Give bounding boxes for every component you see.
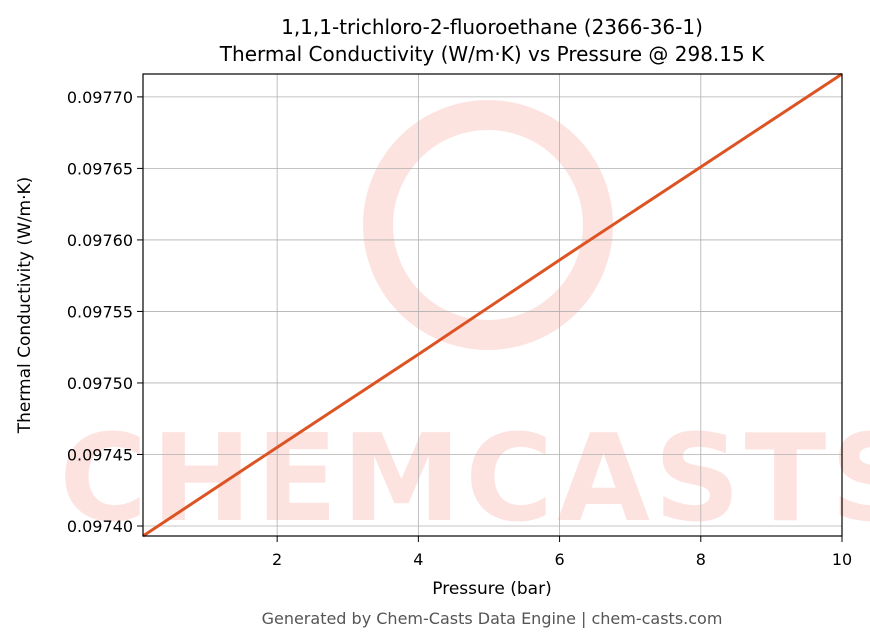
- x-axis-label: Pressure (bar): [432, 579, 551, 599]
- x-tick-label: 2: [272, 550, 282, 569]
- y-tick-label: 0.09760: [67, 231, 133, 250]
- y-axis-label: Thermal Conductivity (W/m·K): [15, 177, 35, 435]
- x-tick-label: 10: [832, 550, 852, 569]
- footer: Generated by Chem-Casts Data Engine | ch…: [262, 609, 723, 628]
- x-tick-label: 8: [696, 550, 706, 569]
- y-tick-label: 0.09755: [67, 302, 133, 321]
- plot-frame: [142, 73, 843, 537]
- x-tick-label: 6: [554, 550, 564, 569]
- y-tick-label: 0.09740: [67, 517, 133, 536]
- y-tick-label: 0.09765: [67, 159, 133, 178]
- data-line: [142, 72, 843, 538]
- y-tick-label: 0.09745: [67, 445, 133, 464]
- watermark: CHEMCASTS: [59, 410, 870, 549]
- y-tick-label: 0.09770: [67, 88, 133, 107]
- chart-title: 1,1,1-trichloro-2-fluoroethane (2366-36-…: [281, 15, 703, 39]
- y-tick-label: 0.09750: [67, 374, 133, 393]
- x-tick-label: 4: [413, 550, 423, 569]
- watermark-logo: [363, 100, 613, 350]
- chart-subtitle: Thermal Conductivity (W/m·K) vs Pressure…: [219, 42, 765, 66]
